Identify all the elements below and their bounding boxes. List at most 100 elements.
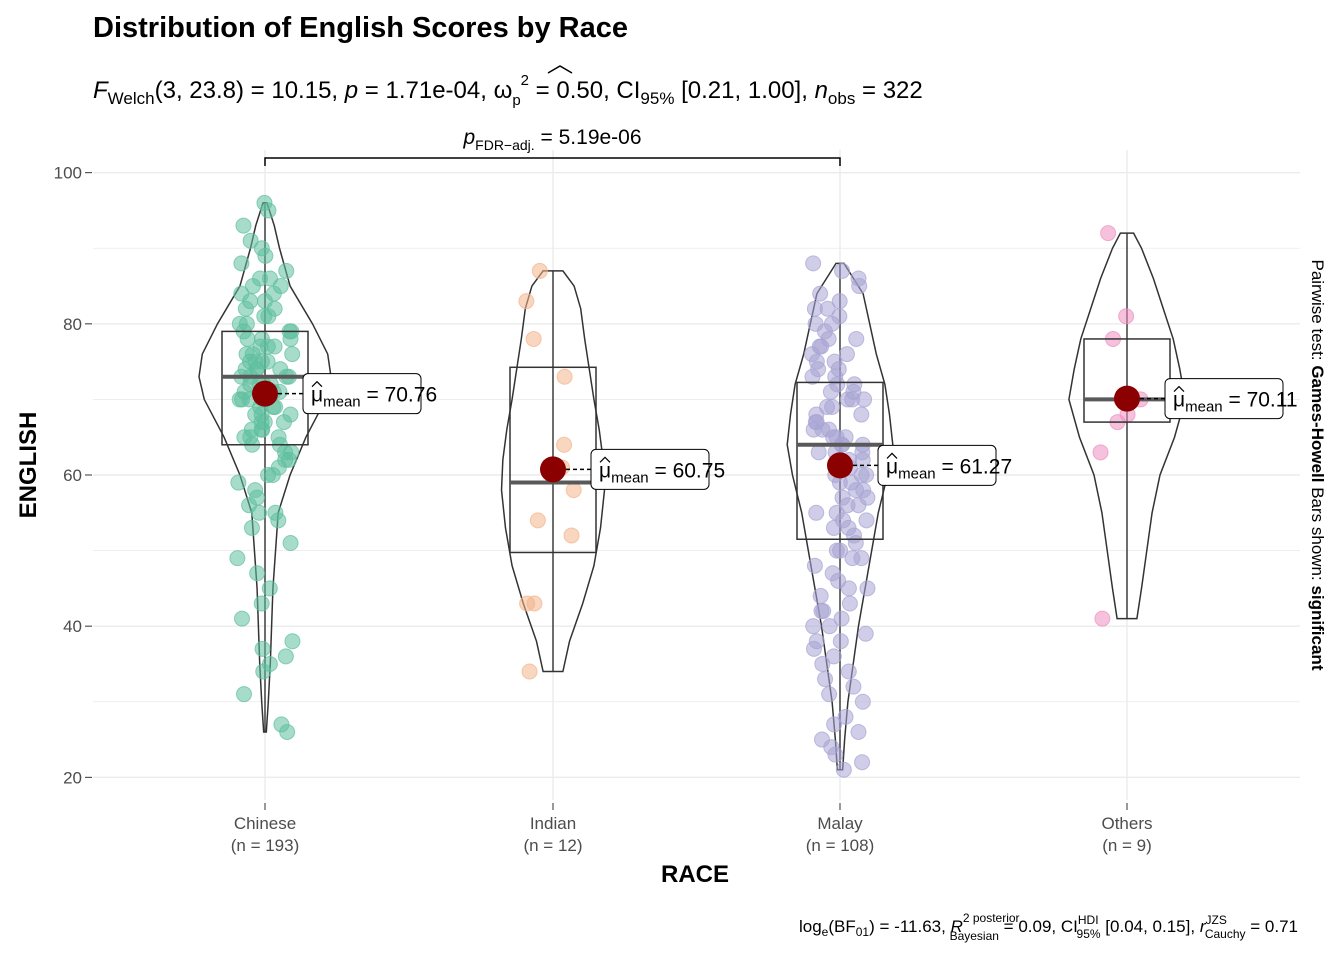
x-tick-label: Malay <box>817 814 863 833</box>
data-point <box>812 285 829 302</box>
data-point <box>1092 444 1109 461</box>
data-point <box>854 693 871 710</box>
data-point <box>556 436 573 453</box>
x-tick-count: (n = 9) <box>1102 836 1152 855</box>
data-point <box>556 368 573 385</box>
data-point <box>808 633 825 650</box>
data-point <box>835 761 852 778</box>
data-point <box>270 512 287 529</box>
data-point <box>279 723 296 740</box>
data-point <box>251 504 268 521</box>
data-point <box>255 663 272 680</box>
data-point <box>854 754 871 771</box>
pairwise-bracket <box>264 157 841 166</box>
data-point <box>266 338 283 355</box>
data-point <box>519 595 536 612</box>
y-axis-title: ENGLISH <box>15 412 42 519</box>
data-point <box>812 587 829 604</box>
data-point <box>859 580 876 597</box>
data-point <box>237 300 254 317</box>
data-point <box>808 504 825 521</box>
data-point <box>242 232 259 249</box>
x-tick-label: Others <box>1101 814 1152 833</box>
mu-hat-mark <box>886 452 898 459</box>
data-point <box>261 580 278 597</box>
x-tick-labels: Chinese (n = 193) Indian (n = 12) Malay (n = … <box>231 803 1153 855</box>
group-others <box>1068 225 1186 627</box>
data-point <box>839 391 856 408</box>
x-tick-label: Indian <box>530 814 576 833</box>
mean-label-box <box>302 373 422 415</box>
y-tick-label: 20 <box>63 768 82 787</box>
mean-label-box <box>590 448 710 490</box>
y-tick-label: 80 <box>63 315 82 334</box>
mu-hat-mark <box>1173 385 1185 393</box>
pairwise-label: pFDR−adj. = 5.19e-06 <box>462 126 641 153</box>
data-point <box>260 467 277 483</box>
data-point <box>236 686 253 703</box>
data-point <box>563 527 580 544</box>
data-point <box>253 595 270 612</box>
mu-hat-mark <box>599 456 611 463</box>
data-point <box>822 383 839 400</box>
data-point <box>833 610 850 627</box>
data-point <box>1118 308 1135 325</box>
data-point <box>821 686 838 703</box>
data-point <box>233 255 250 272</box>
data-point <box>284 346 301 363</box>
data-point <box>275 414 292 431</box>
side-label: Pairwise test: Games-Howell Bars shown: … <box>1308 260 1327 671</box>
data-point <box>804 368 821 385</box>
mean-point <box>252 380 278 407</box>
data-point <box>824 398 841 415</box>
data-point <box>840 580 857 597</box>
data-point <box>805 618 822 635</box>
data-point <box>260 202 277 219</box>
data-point <box>848 330 865 347</box>
data-point <box>235 217 252 234</box>
omega-hat-mark <box>547 65 573 74</box>
data-point <box>256 308 273 325</box>
y-tick-label: 60 <box>63 466 82 485</box>
y-tick-labels: 20 40 60 80 100 <box>54 164 92 787</box>
mean-point <box>827 452 853 479</box>
data-point <box>844 550 861 567</box>
violin <box>1068 232 1186 620</box>
data-point <box>278 262 295 279</box>
data-point <box>231 391 248 408</box>
group-layer <box>198 194 1186 778</box>
data-point <box>531 262 548 279</box>
data-point <box>817 671 834 688</box>
y-tick-label: 40 <box>63 617 82 636</box>
data-point <box>819 300 836 317</box>
data-point <box>821 618 838 635</box>
data-point <box>230 474 247 491</box>
data-point <box>845 678 862 695</box>
data-point <box>857 625 874 642</box>
group-chinese <box>198 194 332 740</box>
mu-hat-mark <box>311 380 323 388</box>
x-tick-count: (n = 12) <box>523 836 582 855</box>
data-point <box>858 512 875 529</box>
pairwise-bar: pFDR−adj. = 5.19e-06 <box>264 126 841 166</box>
x-tick-count: (n = 108) <box>806 836 875 855</box>
data-point <box>525 330 542 347</box>
data-point <box>826 716 843 733</box>
data-point <box>851 278 868 295</box>
mean-label: μmean = 60.75 <box>599 459 725 486</box>
data-point <box>282 330 299 347</box>
data-point <box>828 542 845 559</box>
data-point <box>841 595 858 612</box>
data-point <box>277 648 294 665</box>
mean-label: μmean = 61.27 <box>886 455 1012 482</box>
data-point <box>1100 225 1117 242</box>
data-point <box>825 648 842 665</box>
data-point <box>827 746 844 763</box>
data-point <box>521 663 538 680</box>
data-point <box>834 262 851 279</box>
data-point <box>850 497 867 514</box>
data-point <box>257 247 274 264</box>
data-point <box>806 557 823 574</box>
data-point <box>838 346 855 363</box>
chart-title: Distribution of English Scores by Race <box>93 12 628 44</box>
